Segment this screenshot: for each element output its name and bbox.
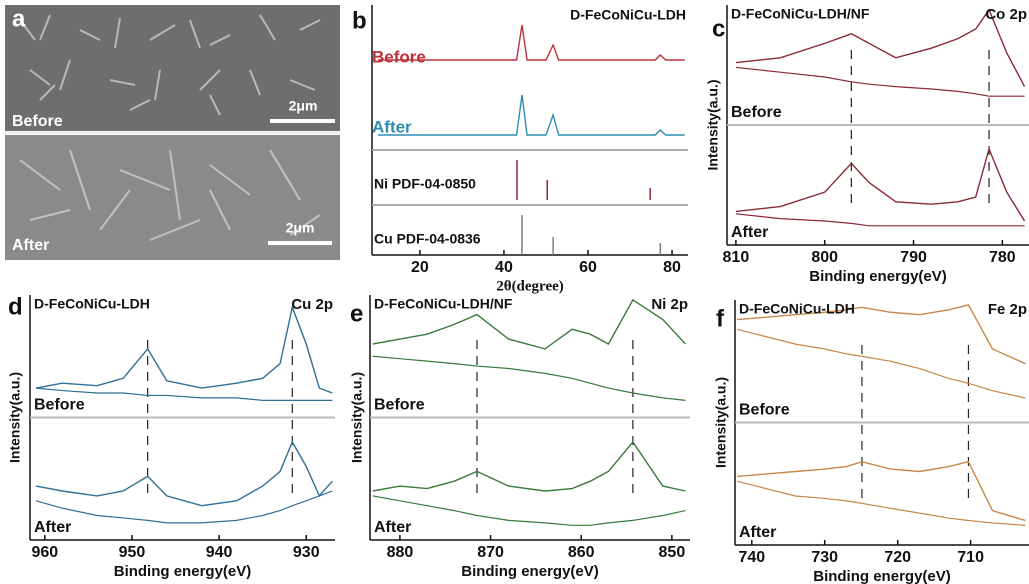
y-axis-label: Intensity(a.u.) bbox=[349, 372, 365, 463]
series-label: After bbox=[34, 519, 71, 536]
spectrum bbox=[372, 298, 686, 350]
spectrum bbox=[35, 304, 333, 394]
panel-label: d bbox=[8, 293, 23, 320]
x-tick-label: 800 bbox=[811, 249, 838, 266]
element-label: Fe 2p bbox=[988, 301, 1027, 318]
spectrum bbox=[735, 146, 1026, 222]
spectrum bbox=[737, 304, 1026, 365]
x-tick-label: 740 bbox=[738, 549, 765, 566]
x-tick-label: 730 bbox=[811, 549, 838, 566]
background-curve bbox=[735, 66, 1025, 97]
chart-title: D-FeCoNiCu-LDH/NF bbox=[374, 296, 513, 312]
xrd-pattern bbox=[377, 24, 685, 61]
panel-label: f bbox=[716, 305, 725, 332]
x-tick-label: 940 bbox=[206, 544, 233, 561]
spectrum bbox=[372, 440, 686, 492]
y-axis-label: Intensity(a.u.) bbox=[713, 377, 729, 468]
sem-texture bbox=[19, 14, 321, 241]
series-label: After bbox=[739, 524, 776, 541]
scale-bar-label: 2μm bbox=[289, 98, 318, 114]
x-tick-label: 80 bbox=[663, 259, 681, 276]
series-label: Before bbox=[731, 104, 782, 121]
xrd-pattern bbox=[377, 94, 685, 136]
x-tick-label: 40 bbox=[495, 259, 513, 276]
x-tick-label: 710 bbox=[957, 549, 984, 566]
y-axis-label: Intensity(a.u.) bbox=[7, 372, 23, 463]
scale-bar-label: 2μm bbox=[286, 220, 315, 236]
panel-label: a bbox=[12, 5, 26, 32]
panel-label: e bbox=[350, 300, 363, 327]
reference-label: Ni PDF-04-0850 bbox=[374, 176, 476, 192]
element-label: Cu 2p bbox=[291, 296, 333, 313]
x-tick-label: 950 bbox=[119, 544, 146, 561]
x-axis-label: 2θ(degree) bbox=[496, 278, 564, 294]
background-curve bbox=[735, 213, 1025, 227]
chart-title: D-FeCoNiCu-LDH bbox=[34, 296, 150, 312]
x-axis-label: Binding energy(eV) bbox=[461, 563, 599, 580]
panel-label: c bbox=[712, 15, 725, 42]
x-tick-label: 60 bbox=[579, 259, 597, 276]
background-curve bbox=[737, 480, 1026, 526]
sem-label: After bbox=[12, 237, 49, 254]
reference-label: Cu PDF-04-0836 bbox=[374, 231, 481, 247]
series-label: After bbox=[731, 224, 768, 241]
x-tick-label: 850 bbox=[659, 544, 686, 561]
sem-label: Before bbox=[12, 113, 63, 130]
x-tick-label: 930 bbox=[293, 544, 320, 561]
spectrum bbox=[735, 8, 1026, 87]
background-curve bbox=[737, 328, 1026, 399]
chart-title: D-FeCoNiCu-LDH bbox=[570, 7, 686, 23]
background-curve bbox=[36, 387, 333, 401]
spectrum bbox=[737, 460, 1026, 522]
x-tick-label: 790 bbox=[900, 249, 927, 266]
chart-title: D-FeCoNiCu-LDH/NF bbox=[731, 6, 870, 22]
chart-title: D-FeCoNiCu-LDH bbox=[739, 301, 855, 317]
element-label: Ni 2p bbox=[651, 296, 688, 313]
series-label: After bbox=[374, 519, 411, 536]
y-axis-label: Intensity(a.u.) bbox=[705, 79, 721, 170]
element-label: Co 2p bbox=[985, 6, 1027, 23]
x-tick-label: 860 bbox=[568, 544, 595, 561]
series-label: Before bbox=[739, 402, 790, 419]
sem-image-after bbox=[5, 135, 340, 260]
series-label: Before bbox=[372, 47, 426, 66]
x-tick-label: 20 bbox=[411, 259, 429, 276]
x-axis-label: Binding energy(eV) bbox=[114, 563, 252, 580]
x-tick-label: 810 bbox=[723, 249, 750, 266]
x-tick-label: 880 bbox=[387, 544, 414, 561]
x-axis-label: Binding energy(eV) bbox=[809, 268, 947, 285]
background-curve bbox=[372, 355, 686, 401]
x-axis-label: Binding energy(eV) bbox=[813, 568, 951, 584]
x-tick-label: 870 bbox=[477, 544, 504, 561]
spectrum bbox=[35, 440, 333, 507]
background-curve bbox=[35, 490, 333, 524]
panel-label: b bbox=[352, 7, 367, 34]
x-tick-label: 780 bbox=[989, 249, 1016, 266]
series-label: Before bbox=[374, 397, 425, 414]
series-label: Before bbox=[34, 397, 85, 414]
x-tick-label: 960 bbox=[31, 544, 58, 561]
series-label: After bbox=[372, 117, 412, 136]
background-curve bbox=[372, 495, 686, 526]
sem-panel: a Before After 2μm 2μm bbox=[5, 5, 340, 260]
x-tick-label: 720 bbox=[884, 549, 911, 566]
